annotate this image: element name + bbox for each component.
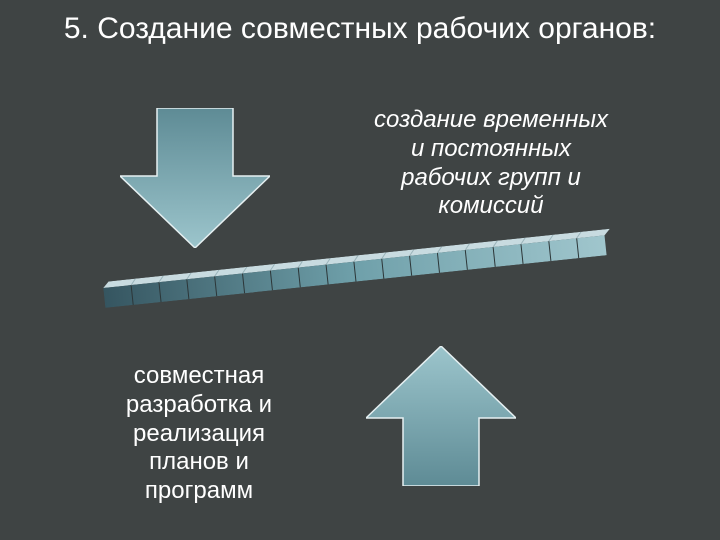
text-bottom-left: совместная разработка и реализация плано… [94, 362, 304, 506]
text-top-right: создание временных и постоянных рабочих … [366, 106, 616, 221]
arrow-up [366, 346, 516, 486]
arrow-down [120, 108, 270, 248]
slide-title: 5. Создание совместных рабочих органов: [0, 0, 720, 48]
